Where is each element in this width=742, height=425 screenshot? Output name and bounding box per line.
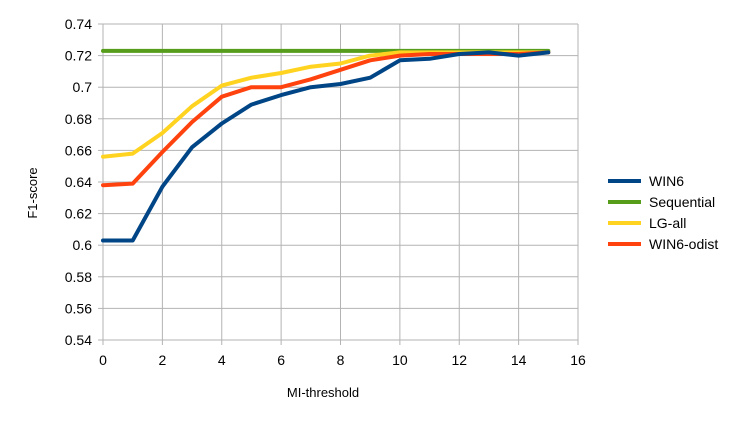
x-tick-label: 4 — [218, 352, 226, 368]
series-line-lg-all — [101, 50, 551, 159]
y-tick-label: 0.66 — [65, 142, 92, 158]
legend: WIN6 Sequential LG-all WIN6-odist — [608, 173, 718, 252]
x-tick-label: 12 — [451, 352, 467, 368]
axes — [98, 23, 579, 345]
x-tick-label: 8 — [337, 352, 345, 368]
legend-label: WIN6-odist — [649, 236, 718, 252]
x-axis-title: MI-threshold — [287, 385, 359, 400]
x-tick-label: 6 — [277, 352, 285, 368]
series-line-win6 — [101, 50, 551, 243]
y-tick-label: 0.58 — [65, 269, 92, 285]
x-tick-label: 2 — [158, 352, 166, 368]
x-tick-labels: 0 2 4 6 8 10 12 14 16 — [99, 352, 586, 368]
y-tick-label: 0.6 — [73, 237, 93, 253]
y-tick-label: 0.74 — [65, 16, 92, 32]
y-axis-title: F1-score — [25, 167, 40, 218]
y-tick-label: 0.56 — [65, 300, 92, 316]
y-tick-label: 0.64 — [65, 174, 92, 190]
y-tick-label: 0.68 — [65, 111, 92, 127]
x-tick-label: 14 — [511, 352, 527, 368]
x-tick-label: 0 — [99, 352, 107, 368]
y-tick-label: 0.54 — [65, 332, 92, 348]
y-tick-labels: 0.54 0.56 0.58 0.6 0.62 0.64 0.66 0.68 0.7 0.72 0.… — [65, 16, 92, 348]
x-tick-label: 10 — [392, 352, 408, 368]
x-tick-label: 16 — [570, 352, 586, 368]
y-tick-label: 0.7 — [73, 79, 93, 95]
y-tick-label: 0.72 — [65, 48, 92, 64]
series-lines — [101, 48, 551, 243]
legend-label: WIN6 — [649, 173, 684, 189]
legend-label: LG-all — [649, 215, 686, 231]
legend-label: Sequential — [649, 194, 715, 210]
y-tick-label: 0.62 — [65, 206, 92, 222]
